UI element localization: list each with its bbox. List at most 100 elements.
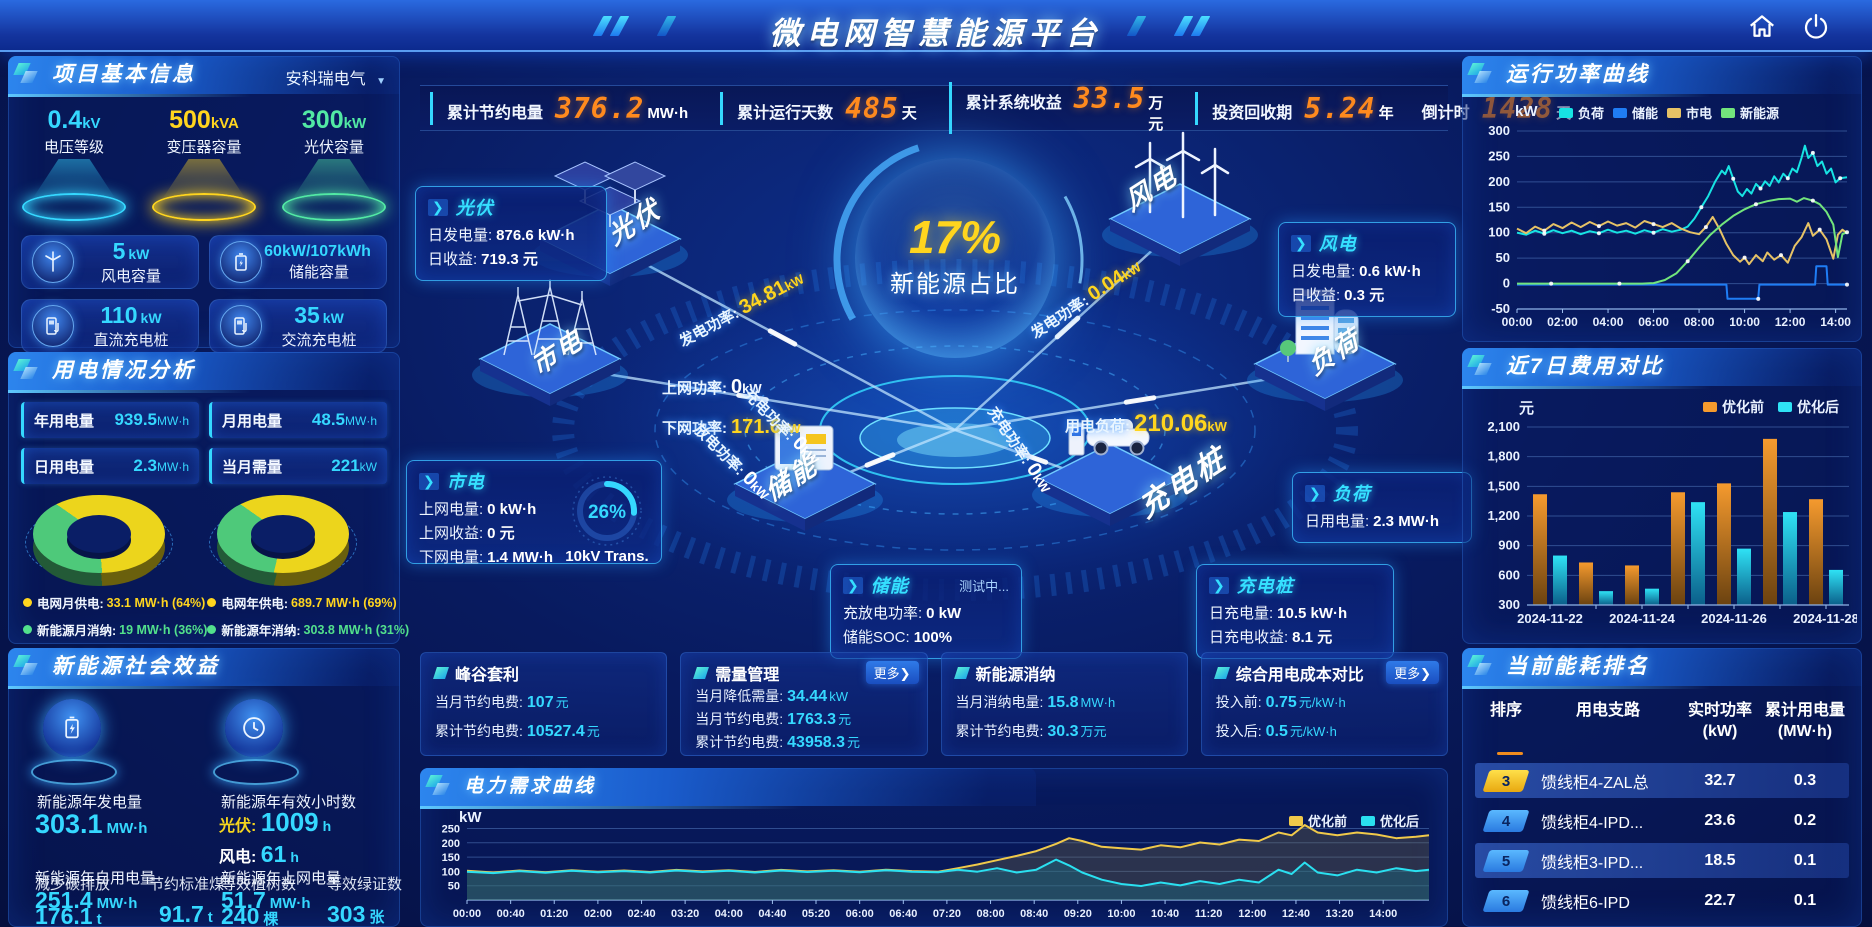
node-wind[interactable] (1095, 117, 1265, 267)
stat-unit: MW·h (157, 460, 189, 474)
ranking-row[interactable]: 6 馈线柜6-IPD 22.7 0.1 (1475, 883, 1849, 918)
spotlight-transformer: 500kVA 变压器容量 (144, 106, 264, 221)
svg-text:300: 300 (1498, 597, 1520, 612)
cost-legend[interactable]: 优化前 优化后 (1703, 397, 1839, 417)
card-wind-capacity: 5 kW 风电容量 (21, 235, 199, 289)
ranking-table-header: 排序 用电支路 实时功率 (kW) 累计用电量 (MW·h) (1489, 702, 1845, 740)
svg-text:07:20: 07:20 (933, 908, 961, 920)
card-value: 110 (100, 302, 138, 328)
pv-hours: 光伏: 1009 h (219, 807, 332, 837)
svg-text:08:00: 08:00 (1684, 315, 1715, 329)
ranking-row[interactable]: 5 馈线柜3-IPD... 18.5 0.1 (1475, 843, 1849, 878)
node-load[interactable] (1240, 262, 1410, 412)
flow-load-power: 用电负荷: 210.06kW (1065, 410, 1227, 437)
svg-text:12:40: 12:40 (1282, 908, 1310, 920)
ranking-row[interactable]: 3 馈线柜4-ZAL总 32.7 0.3 (1475, 763, 1849, 798)
svg-text:00:00: 00:00 (1502, 315, 1533, 329)
panel-title: 电力需求曲线 (464, 776, 597, 797)
panel-cost-header: 近7日费用对比 (1462, 348, 1862, 389)
stat-month-usage: 月用电量 48.5MW·h (209, 402, 387, 438)
panel-title: 用电情况分析 (52, 359, 196, 382)
card-unit: kW (128, 246, 150, 262)
node-grid[interactable] (465, 257, 635, 407)
kpi-saved-energy: 累计节约电量 376.2 MW·h (430, 91, 702, 125)
svg-text:00:40: 00:40 (497, 908, 525, 920)
svg-text:900: 900 (1498, 538, 1520, 553)
legend-item: 新能源月消纳: 19 MW·h (36%) (23, 620, 207, 639)
arrow-icon: ❯ (1305, 484, 1325, 502)
demand-legend[interactable]: 优化前 优化后 (1288, 811, 1419, 830)
panel-flag-icon (1468, 61, 1494, 87)
svg-text:250: 250 (1488, 148, 1510, 163)
panel-flag-icon (14, 357, 40, 383)
card-label: 交流充电桩 (281, 332, 357, 349)
arrow-icon: ❯ (428, 198, 448, 216)
power-icon[interactable] (1800, 12, 1834, 42)
hours-clock-icon (213, 699, 299, 785)
spot-value: 300 (301, 106, 344, 134)
branch-name: 馈线柜4-IPD... (1541, 814, 1644, 832)
ranking-row[interactable]: 4 馈线柜4-IPD... 23.6 0.2 (1475, 803, 1849, 838)
light-base (22, 193, 126, 221)
svg-text:-50: -50 (1491, 301, 1510, 316)
more-button[interactable]: 更多❯ (1386, 661, 1439, 684)
branch-name: 馈线柜4-ZAL总 (1541, 774, 1649, 792)
panel-flag-icon (426, 773, 452, 799)
node-storage[interactable] (720, 382, 890, 532)
svg-text:2,100: 2,100 (1487, 419, 1520, 434)
light-base (152, 193, 256, 221)
svg-text:10:00: 10:00 (1107, 908, 1135, 920)
svg-text:04:00: 04:00 (715, 908, 743, 920)
panel-demand-curve: 电力需求曲线 kW 优化前 优化后 50 100 150 200 250 00:00 00:… (420, 768, 1448, 927)
power-curve-chart: -50 0 50 100 150 200 250 300 00:00 02:00 04:00 06:0… (1469, 121, 1857, 337)
arrow-icon: ❯ (1291, 234, 1311, 252)
rank-badge: 3 (1482, 769, 1530, 792)
svg-text:08:40: 08:40 (1020, 908, 1048, 920)
stat-value: 48.5 (311, 410, 345, 429)
card-value: 5 (112, 238, 126, 264)
stat-year-usage: 年用电量 939.5MW·h (21, 402, 199, 438)
panel-cost-compare: 近7日费用对比 元 优化前 优化后 300 600 900 1,200 1,500 1,8… (1462, 348, 1862, 644)
realtime-power: 32.7 (1704, 771, 1736, 789)
chevron-down-icon: ▼ (376, 76, 386, 87)
svg-text:50: 50 (448, 881, 460, 893)
carbon-value: 176.1 t (35, 903, 102, 927)
stat-label: 月用电量 (222, 412, 283, 430)
topology-rings-beams (525, 131, 1385, 612)
donut-month-supply (25, 495, 173, 587)
realtime-power: 22.7 (1704, 891, 1736, 909)
wind-hours: 风电: 61 h (219, 841, 299, 867)
card-unit: kW (322, 310, 344, 326)
spotlight-voltage: 0.4kV 电压等级 (14, 106, 134, 221)
self-use-value: 251.4 MW·h (35, 887, 138, 913)
svg-text:14:00: 14:00 (1820, 315, 1851, 329)
legend-item: 电网年供电: 689.7 MW·h (69%) (207, 593, 409, 612)
rank-badge: 5 (1482, 849, 1530, 872)
company-select[interactable]: 安科瑞电气 ▼ (286, 65, 386, 89)
legend-item: 新能源年消纳: 303.8 MW·h (31%) (207, 620, 409, 639)
total-energy: 0.1 (1793, 851, 1817, 869)
svg-text:03:20: 03:20 (671, 908, 699, 920)
node-charger[interactable] (1025, 377, 1195, 527)
panel-power-curve: 运行功率曲线 kW 负荷 储能 市电 新能源 -50 0 50 100 150 200 25… (1462, 56, 1862, 342)
more-button[interactable]: 更多❯ (865, 661, 919, 684)
svg-text:14:00: 14:00 (1369, 908, 1397, 920)
svg-text:02:40: 02:40 (627, 908, 655, 920)
y-axis-unit: kW (459, 809, 482, 826)
stat-unit: MW·h (345, 414, 377, 428)
power-legend[interactable]: 负荷 储能 市电 新能源 (1559, 103, 1779, 122)
donut-legend: 电网月供电: 33.1 MW·h (64%) 电网年供电: 689.7 MW·h (… (23, 593, 409, 639)
stat-value: 221 (331, 456, 360, 475)
certs-value: 303 张 (327, 901, 385, 927)
svg-text:12:00: 12:00 (1238, 908, 1266, 920)
to-grid-label: 新能源年上网电量 (221, 870, 342, 887)
svg-text:2024-11-22: 2024-11-22 (1517, 611, 1583, 626)
svg-text:250: 250 (442, 823, 460, 835)
battery-icon (220, 241, 262, 283)
svg-text:50: 50 (1496, 250, 1510, 265)
panel-usage-header: 用电情况分析 (8, 352, 400, 393)
card-label: 直流充电桩 (93, 332, 169, 349)
home-icon[interactable] (1746, 12, 1780, 42)
stat-day-usage: 日用电量 2.3MW·h (21, 448, 199, 484)
